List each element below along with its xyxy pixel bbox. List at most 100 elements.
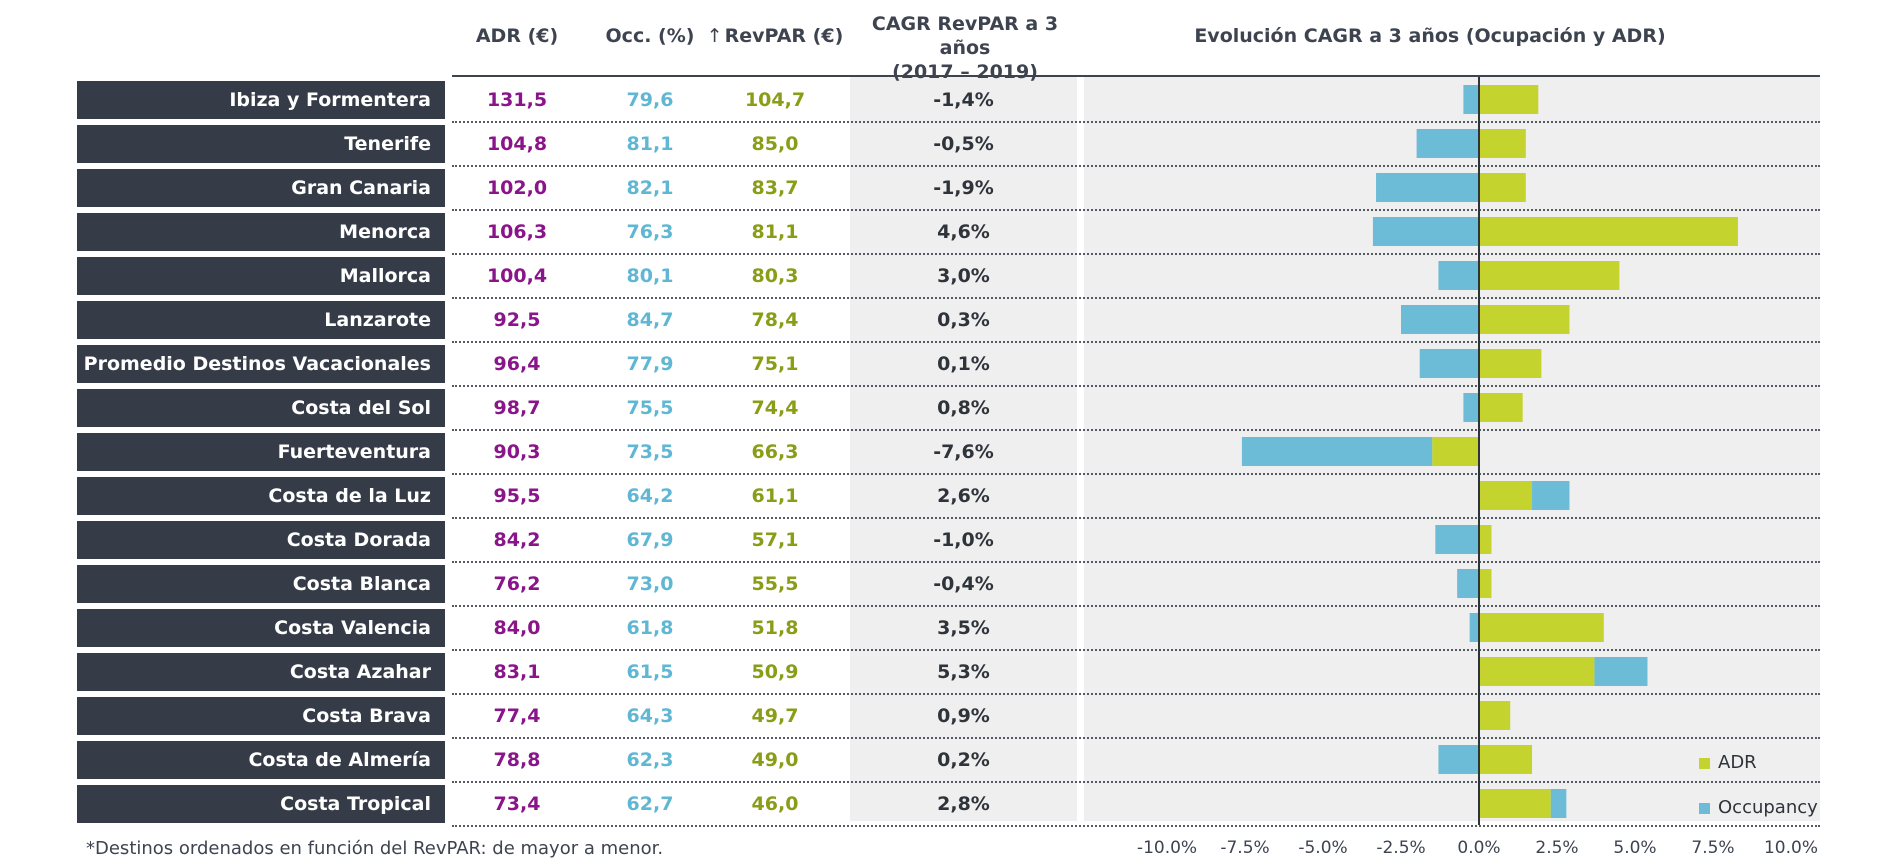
occupancy-bar (1241, 437, 1433, 466)
table-row: Costa Blanca 76,2 73,0 55,5 -0,4% (0, 562, 1900, 607)
header-adr: ADR (€) (475, 25, 559, 47)
adr-bar (1479, 261, 1620, 290)
revpar-value: 46,0 (751, 793, 799, 815)
x-tick-label: -5.0% (1298, 838, 1348, 858)
row-separator (452, 121, 1820, 123)
adr-bar (1479, 481, 1533, 510)
occupancy-bar (1401, 305, 1479, 334)
cagr-value: 4,6% (937, 221, 990, 243)
occ-value: 61,8 (626, 617, 674, 639)
destination-label: Mallorca (77, 257, 445, 295)
destination-label: Menorca (77, 213, 445, 251)
cagr-value: -0,4% (933, 573, 994, 595)
x-tick-label: 0.0% (1457, 838, 1501, 858)
revpar-value: 55,5 (751, 573, 799, 595)
row-separator (452, 209, 1820, 211)
row-separator (452, 165, 1820, 167)
occ-value: 64,2 (626, 485, 674, 507)
adr-value: 77,4 (493, 705, 541, 727)
chart-title: Evolución CAGR a 3 años (Ocupación y ADR… (1194, 25, 1666, 47)
adr-value: 78,8 (493, 749, 541, 771)
row-separator (452, 781, 1820, 783)
destination-label: Costa Brava (77, 697, 445, 735)
revpar-value: 80,3 (751, 265, 799, 287)
x-tick-label: 7.5% (1691, 838, 1735, 858)
x-tick-label: -7.5% (1220, 838, 1270, 858)
revpar-value: 81,1 (751, 221, 799, 243)
row-separator (452, 825, 1820, 827)
x-tick-label: 10.0% (1763, 838, 1819, 858)
row-separator (452, 341, 1820, 343)
adr-value: 96,4 (493, 353, 541, 375)
table-row: Costa Azahar 83,1 61,5 50,9 5,3% (0, 650, 1900, 695)
destination-label: Costa de Almería (77, 741, 445, 779)
header-revpar-label: RevPAR (€) (724, 25, 844, 47)
table-row: Gran Canaria 102,0 82,1 83,7 -1,9% (0, 166, 1900, 211)
adr-value: 100,4 (486, 265, 548, 287)
cagr-value: -1,4% (933, 89, 994, 111)
occ-value: 62,7 (626, 793, 674, 815)
legend-swatch-occupancy (1699, 802, 1710, 814)
revpar-value: 78,4 (751, 309, 799, 331)
occ-value: 75,5 (626, 397, 674, 419)
occ-value: 64,3 (626, 705, 674, 727)
destination-label: Promedio Destinos Vacacionales (77, 345, 445, 383)
adr-value: 98,7 (493, 397, 541, 419)
header-cagr-line2: (2017 – 2019) (892, 61, 1038, 83)
adr-bar (1479, 393, 1523, 422)
adr-bar (1479, 217, 1738, 246)
occupancy-bar (1469, 613, 1479, 642)
table-row: Mallorca 100,4 80,1 80,3 3,0% (0, 254, 1900, 299)
revpar-value: 51,8 (751, 617, 799, 639)
adr-bar (1479, 525, 1492, 554)
destination-label: Lanzarote (77, 301, 445, 339)
revpar-value: 75,1 (751, 353, 799, 375)
x-tick-label: -10.0% (1136, 838, 1198, 858)
adr-bar (1479, 85, 1539, 114)
cagr-value: 0,8% (937, 397, 990, 419)
table-row: Costa de la Luz 95,5 64,2 61,1 2,6% (0, 474, 1900, 519)
revpar-value: 49,7 (751, 705, 799, 727)
row-separator (452, 385, 1820, 387)
table-row: Menorca 106,3 76,3 81,1 4,6% (0, 210, 1900, 255)
adr-bar (1479, 349, 1542, 378)
occ-value: 82,1 (626, 177, 674, 199)
adr-value: 76,2 (493, 573, 541, 595)
header-cagr-line1: CAGR RevPAR a 3 años (871, 13, 1059, 59)
destination-label: Costa Azahar (77, 653, 445, 691)
destination-label: Costa Blanca (77, 565, 445, 603)
table-row: Promedio Destinos Vacacionales 96,4 77,9 75… (0, 342, 1900, 387)
occ-value: 84,7 (626, 309, 674, 331)
row-separator (452, 517, 1820, 519)
adr-value: 92,5 (493, 309, 541, 331)
adr-bar (1479, 657, 1595, 686)
table-row: Tenerife 104,8 81,1 85,0 -0,5% (0, 122, 1900, 167)
adr-value: 131,5 (486, 89, 548, 111)
occ-value: 73,5 (626, 441, 674, 463)
row-separator (452, 297, 1820, 299)
destination-label: Ibiza y Formentera (77, 81, 445, 119)
header-cagr: CAGR RevPAR a 3 años (2017 – 2019) (845, 12, 1085, 84)
cagr-value: 5,3% (937, 661, 990, 683)
row-separator (452, 605, 1820, 607)
x-tick-label: 5.0% (1613, 838, 1657, 858)
table-row: Costa Tropical 73,4 62,7 46,0 2,8% (0, 782, 1900, 827)
occupancy-bar (1416, 129, 1479, 158)
cagr-value: 3,5% (937, 617, 990, 639)
cagr-value: 2,8% (937, 793, 990, 815)
adr-value: 73,4 (493, 793, 541, 815)
legend-label-adr: ADR (1718, 752, 1757, 773)
cagr-value: 0,3% (937, 309, 990, 331)
adr-value: 95,5 (493, 485, 541, 507)
table-row: Costa Valencia 84,0 61,8 51,8 3,5% (0, 606, 1900, 651)
x-tick-label: -2.5% (1376, 838, 1426, 858)
table-row: Costa del Sol 98,7 75,5 74,4 0,8% (0, 386, 1900, 431)
table-row: Costa Brava 77,4 64,3 49,7 0,9% (0, 694, 1900, 739)
legend-label-occupancy: Occupancy (1718, 797, 1818, 818)
adr-value: 102,0 (486, 177, 548, 199)
revpar-value: 61,1 (751, 485, 799, 507)
adr-bar (1479, 173, 1526, 202)
adr-value: 84,2 (493, 529, 541, 551)
